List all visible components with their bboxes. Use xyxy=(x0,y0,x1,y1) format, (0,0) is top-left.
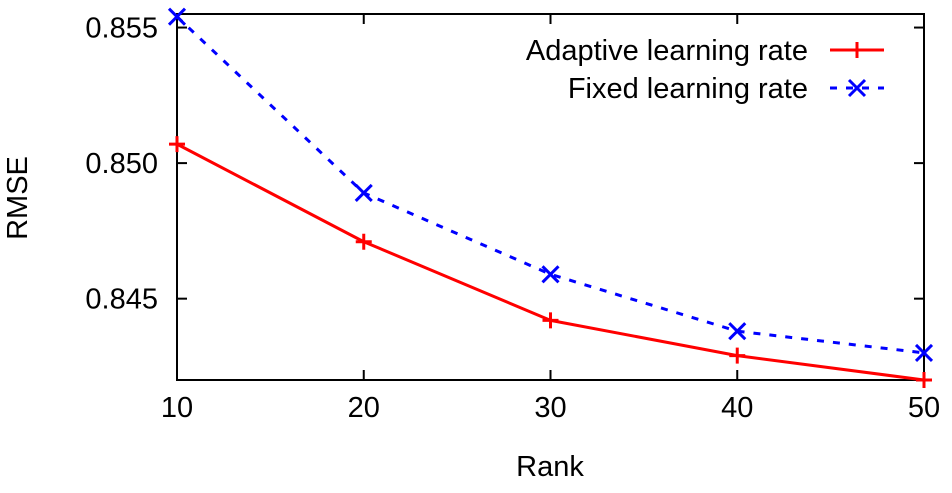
data-point-1 xyxy=(354,183,373,202)
data-point-1-d2 xyxy=(354,183,373,202)
data-point-1-d2 xyxy=(914,343,934,362)
legend: Adaptive learning rate Fixed learning ra… xyxy=(526,35,884,105)
data-point-0 xyxy=(729,347,746,364)
y-axis-title: RMSE xyxy=(2,156,34,240)
series-1 xyxy=(167,7,934,362)
data-point-1-d2 xyxy=(541,265,560,284)
series-line-1 xyxy=(175,15,925,355)
y-tick-label: 0.855 xyxy=(85,13,158,45)
series-line-0 xyxy=(176,142,925,382)
x-tick-label: 50 xyxy=(908,392,940,424)
data-point-1 xyxy=(167,7,187,26)
x-tick-label: 20 xyxy=(348,392,380,424)
x-tick-label: 10 xyxy=(161,392,193,424)
data-point-0 xyxy=(916,372,932,388)
data-point-0 xyxy=(542,312,559,329)
data-point-1 xyxy=(728,322,747,341)
y-ticks: 0.845 0.850 0.855 xyxy=(85,13,924,316)
legend-marker-fixed xyxy=(847,78,867,98)
series-layer xyxy=(167,7,934,388)
data-point-1 xyxy=(541,265,560,284)
data-point-0 xyxy=(355,233,372,250)
x-tick-label: 30 xyxy=(534,392,566,424)
legend-marker-adaptive xyxy=(849,42,865,58)
data-point-1 xyxy=(914,343,934,362)
legend-marker-glyph-1-d2 xyxy=(847,78,867,98)
x-tick-label: 40 xyxy=(721,392,753,424)
x-ticks: 10 20 30 40 50 xyxy=(161,14,940,424)
data-point-1-d2 xyxy=(167,7,187,26)
y-tick-label: 0.850 xyxy=(85,148,158,180)
x-axis-title: Rank xyxy=(516,451,584,483)
legend-label-fixed: Fixed learning rate xyxy=(568,73,808,105)
data-point-1-d2 xyxy=(728,322,747,341)
series-0 xyxy=(169,136,932,388)
legend-marker-glyph-1 xyxy=(847,78,867,98)
legend-label-adaptive: Adaptive learning rate xyxy=(526,35,808,67)
legend-marker-glyph-0 xyxy=(849,42,865,58)
data-point-0 xyxy=(169,136,185,153)
y-tick-label: 0.845 xyxy=(85,284,158,316)
